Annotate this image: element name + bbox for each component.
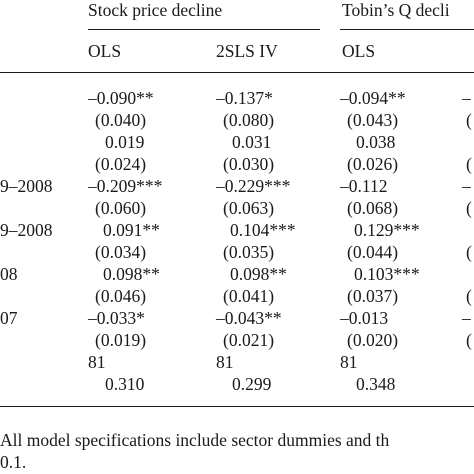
table-cell: (0.020) (347, 330, 399, 350)
table-cell: –0.137* (216, 88, 273, 108)
table-cell: –0.229*** (216, 176, 291, 196)
table-cell: (0.043) (347, 110, 399, 130)
table-cell: ( (466, 330, 472, 350)
table-cell: 0.310 (105, 374, 145, 394)
table-cell: (0.026) (347, 154, 399, 174)
table-cell: (0.034) (95, 242, 147, 262)
table-cell: 0.098** (103, 264, 160, 284)
table-cell: –0.033* (88, 308, 145, 328)
row-label: 07 (0, 308, 18, 328)
table-cell: (0.021) (223, 330, 275, 350)
column-header-ols: OLS (342, 41, 376, 61)
table-cell: –0.094** (340, 88, 406, 108)
table-cell: (0.024) (95, 154, 147, 174)
table-footnote-line-1: All model specifications include sector … (0, 430, 390, 450)
table-cell: (0.080) (223, 110, 275, 130)
table-footnote-line-2: 0.1. (0, 452, 27, 472)
table-cell: ( (466, 242, 472, 262)
row-label: 08 (0, 264, 18, 284)
column-header-2sls-iv: 2SLS IV (216, 41, 278, 61)
table-cell: 0.038 (356, 132, 396, 152)
table-cell: –0.112 (340, 176, 388, 196)
table-cell: 0.348 (356, 374, 396, 394)
table-cell: (0.040) (95, 110, 147, 130)
table-cell: 0.104*** (230, 220, 296, 240)
table-cell: ( (466, 286, 472, 306)
table-cell: (0.044) (347, 242, 399, 262)
row-label: 9–2008 (0, 176, 53, 196)
table-cell: –0.013 (340, 308, 389, 328)
table-cell: (0.019) (95, 330, 147, 350)
table-cell: –0.090** (88, 88, 154, 108)
table-cell: (0.060) (95, 198, 147, 218)
table-cell: ( (466, 154, 472, 174)
table-cell: 0.129*** (354, 220, 420, 240)
column-header-ols: OLS (88, 41, 122, 61)
table-cell: 0.098** (230, 264, 287, 284)
table-cell: 0.031 (232, 132, 272, 152)
group-header-stock-price-decline: Stock price decline (88, 0, 223, 20)
row-label: 9–2008 (0, 220, 53, 240)
table-bottom-rule (0, 406, 474, 407)
table-cell: – (462, 88, 471, 108)
group-header-tobins-q-decline: Tobin’s Q decli (342, 0, 450, 20)
table-cell: (0.030) (223, 154, 275, 174)
table-cell: 81 (340, 352, 358, 372)
group-rule-stock (88, 29, 320, 30)
table-cell: 81 (88, 352, 106, 372)
table-cell: (0.035) (223, 242, 275, 262)
table-cell: 81 (216, 352, 234, 372)
table-cell: – (462, 308, 471, 328)
table-cell: (0.041) (223, 286, 275, 306)
table-cell: – (462, 176, 471, 196)
table-cell: 0.091** (103, 220, 160, 240)
table-cell: (0.046) (95, 286, 147, 306)
table-cell: –0.043** (216, 308, 282, 328)
table-cell: 0.103*** (354, 264, 420, 284)
table-cell: 0.299 (232, 374, 272, 394)
group-rule-tobin (340, 29, 474, 30)
table-cell: (0.068) (347, 198, 399, 218)
table-cell: ( (466, 198, 472, 218)
table-cell: –0.209*** (88, 176, 163, 196)
table-cell: (0.063) (223, 198, 275, 218)
table-cell: (0.037) (347, 286, 399, 306)
header-bottom-rule (0, 72, 474, 73)
table-cell: ( (466, 110, 472, 130)
table-cell: 0.019 (105, 132, 145, 152)
